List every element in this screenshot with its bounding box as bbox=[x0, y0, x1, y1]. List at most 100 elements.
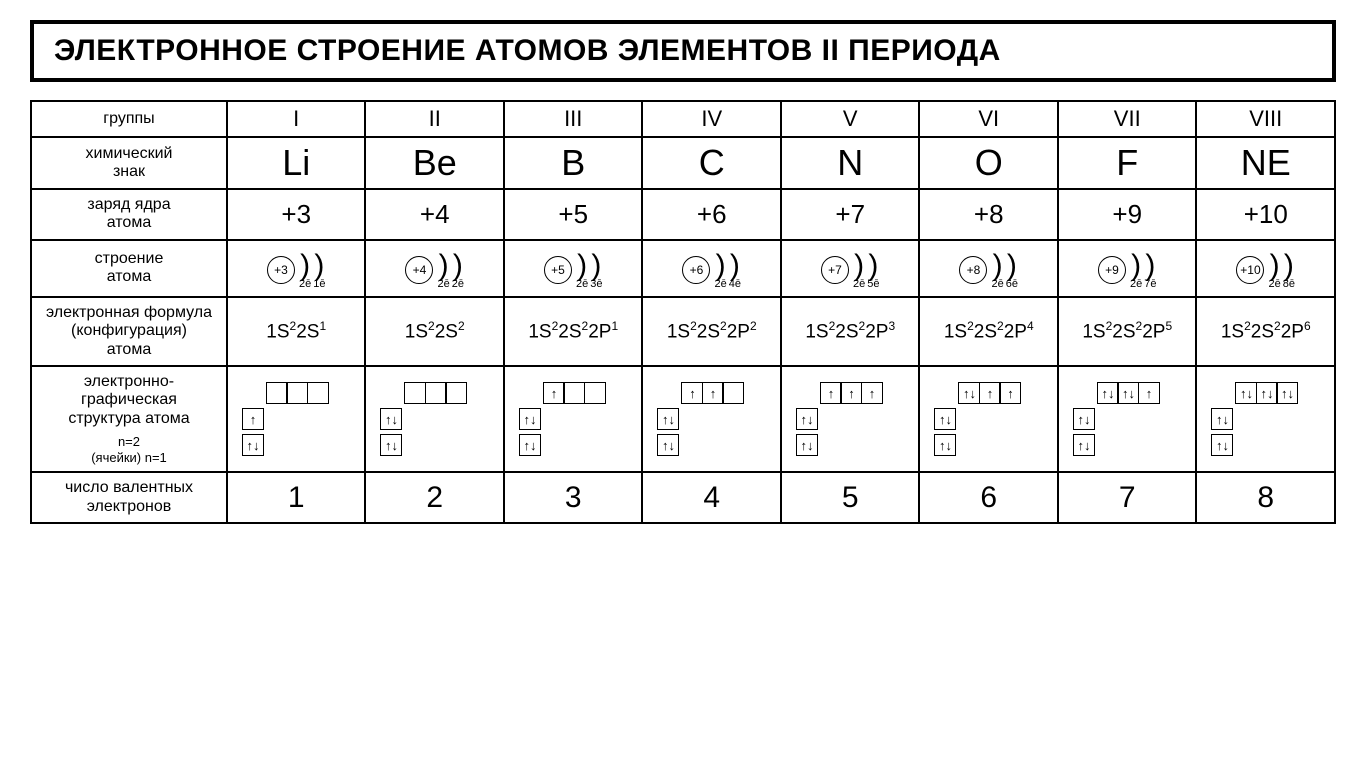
orbital-C: ↑↑↑↓↑↓ bbox=[642, 366, 781, 472]
orbital-1s-row: ↑↓ bbox=[242, 434, 264, 456]
orbital-2s-row: ↑ bbox=[242, 408, 264, 430]
orbital-box: ↑↓ bbox=[657, 434, 679, 456]
orbital-box: ↑↓ bbox=[1073, 434, 1095, 456]
charge-B: +5 bbox=[504, 189, 643, 240]
nucleus-icon: +9 bbox=[1098, 256, 1126, 284]
nucleus-icon: +10 bbox=[1236, 256, 1264, 284]
orbital-1s-row: ↑↓ bbox=[796, 434, 818, 456]
orbital-box: ↑↓ bbox=[519, 434, 541, 456]
orbital-1s-row: ↑↓ bbox=[934, 434, 956, 456]
shell-arc-icon: )2ē bbox=[1130, 251, 1142, 290]
charge-N: +7 bbox=[781, 189, 920, 240]
orbital-box: ↑↓ bbox=[1235, 382, 1257, 404]
orbital-box bbox=[563, 382, 585, 404]
row-header-groups: группы bbox=[31, 101, 227, 137]
orbital-box: ↑↓ bbox=[1211, 408, 1233, 430]
symbol-Be: Be bbox=[365, 137, 504, 189]
orbital-box: ↑↓ bbox=[380, 434, 402, 456]
orbital-box bbox=[286, 382, 308, 404]
symbol-B: B bbox=[504, 137, 643, 189]
symbol-Li: Li bbox=[227, 137, 366, 189]
shell-arc-icon: )7ē bbox=[1144, 251, 1156, 290]
config-Be: 1S22S2 bbox=[365, 297, 504, 366]
orbital-box: ↑↓ bbox=[796, 434, 818, 456]
orbital-box: ↑↓ bbox=[519, 408, 541, 430]
row-header-charge: заряд ядраатома bbox=[31, 189, 227, 240]
atom-structure-NE: +10)2ē)8ē bbox=[1196, 240, 1335, 297]
orbital-box bbox=[266, 382, 288, 404]
shell-arc-icon: )2ē bbox=[576, 251, 588, 290]
orbital-box: ↑ bbox=[999, 382, 1021, 404]
orbital-box: ↑↓ bbox=[1276, 382, 1298, 404]
orbital-2s-row: ↑↓ bbox=[796, 408, 818, 430]
orbital-Li: ↑ ↑↓ bbox=[227, 366, 366, 472]
row-header-symbol: химическийзнак bbox=[31, 137, 227, 189]
config-O: 1S22S22P4 bbox=[919, 297, 1058, 366]
orbital-box bbox=[584, 382, 606, 404]
shell-arc-icon: )4ē bbox=[729, 251, 741, 290]
orbital-2p-row: ↑↓↑↑ bbox=[958, 382, 1021, 404]
valence-N: 5 bbox=[781, 472, 920, 523]
valence-B: 3 bbox=[504, 472, 643, 523]
orbital-2s-row: ↑↓ bbox=[934, 408, 956, 430]
orbital-box: ↑ bbox=[543, 382, 565, 404]
orbital-box: ↑↓ bbox=[242, 434, 264, 456]
config-NE: 1S22S22P6 bbox=[1196, 297, 1335, 366]
symbol-N: N bbox=[781, 137, 920, 189]
config-C: 1S22S22P2 bbox=[642, 297, 781, 366]
row-header-orbital: электронно-графическаяструктура атомаn=2… bbox=[31, 366, 227, 472]
atom-structure-C: +6 )2ē)4ē bbox=[642, 240, 781, 297]
shell-arc-icon: )2ē bbox=[714, 251, 726, 290]
charge-C: +6 bbox=[642, 189, 781, 240]
nucleus-icon: +6 bbox=[682, 256, 710, 284]
valence-Be: 2 bbox=[365, 472, 504, 523]
config-B: 1S22S22P1 bbox=[504, 297, 643, 366]
orbital-2p-row bbox=[266, 382, 329, 404]
orbital-1s-row: ↑↓ bbox=[657, 434, 679, 456]
orbital-N: ↑↑↑↑↓↑↓ bbox=[781, 366, 920, 472]
row-header-structure: строениеатома bbox=[31, 240, 227, 297]
charge-Li: +3 bbox=[227, 189, 366, 240]
shell-arc-icon: )2ē bbox=[452, 251, 464, 290]
orbital-Be: ↑↓ ↑↓ bbox=[365, 366, 504, 472]
orbital-box: ↑↓ bbox=[796, 408, 818, 430]
orbital-box: ↑↓ bbox=[380, 408, 402, 430]
orbital-2p-row: ↑↓↑↓↑ bbox=[1097, 382, 1160, 404]
orbital-2p-row: ↑ bbox=[543, 382, 606, 404]
nucleus-icon: +4 bbox=[405, 256, 433, 284]
shell-arc-icon: )1ē bbox=[313, 251, 325, 290]
orbital-NE: ↑↓↑↓↑↓↑↓↑↓ bbox=[1196, 366, 1335, 472]
orbital-box: ↑ bbox=[1138, 382, 1160, 404]
shell-arc-icon: )2ē bbox=[853, 251, 865, 290]
n-labels: n=2(ячейки) n=1 bbox=[36, 428, 222, 465]
atom-structure-F: +9 )2ē)7ē bbox=[1058, 240, 1197, 297]
orbital-box: ↑↓ bbox=[1256, 382, 1278, 404]
orbital-O: ↑↓↑↑↑↓↑↓ bbox=[919, 366, 1058, 472]
orbital-2p-row: ↑↑ bbox=[681, 382, 744, 404]
orbital-box bbox=[722, 382, 744, 404]
orbital-1s-row: ↑↓ bbox=[1211, 434, 1233, 456]
symbol-O: O bbox=[919, 137, 1058, 189]
atom-structure-B: +5)2ē)3ē bbox=[504, 240, 643, 297]
valence-Li: 1 bbox=[227, 472, 366, 523]
atom-structure-Be: +4)2ē)2ē bbox=[365, 240, 504, 297]
orbital-1s-row: ↑↓ bbox=[519, 434, 541, 456]
row-header-valence: число валентныхэлектронов bbox=[31, 472, 227, 523]
shell-arc-icon: )3ē bbox=[590, 251, 602, 290]
charge-Be: +4 bbox=[365, 189, 504, 240]
atom-structure-Li: +3)2ē)1ē bbox=[227, 240, 366, 297]
orbital-F: ↑↓↑↓↑↑↓↑↓ bbox=[1058, 366, 1197, 472]
orbital-box: ↑↓ bbox=[934, 434, 956, 456]
orbital-box: ↑ bbox=[840, 382, 862, 404]
config-N: 1S22S22P3 bbox=[781, 297, 920, 366]
orbital-box: ↑↓ bbox=[1073, 408, 1095, 430]
orbital-box: ↑↓ bbox=[958, 382, 980, 404]
orbital-box: ↑↓ bbox=[1117, 382, 1139, 404]
orbital-2s-row: ↑↓ bbox=[657, 408, 679, 430]
shell-arc-icon: )6ē bbox=[1006, 251, 1018, 290]
shell-arc-icon: )8ē bbox=[1283, 251, 1295, 290]
row-header-config: электронная формула(конфигурация)атома bbox=[31, 297, 227, 366]
group-8: VIII bbox=[1196, 101, 1335, 137]
nucleus-icon: +7 bbox=[821, 256, 849, 284]
orbital-B: ↑↑↓↑↓ bbox=[504, 366, 643, 472]
